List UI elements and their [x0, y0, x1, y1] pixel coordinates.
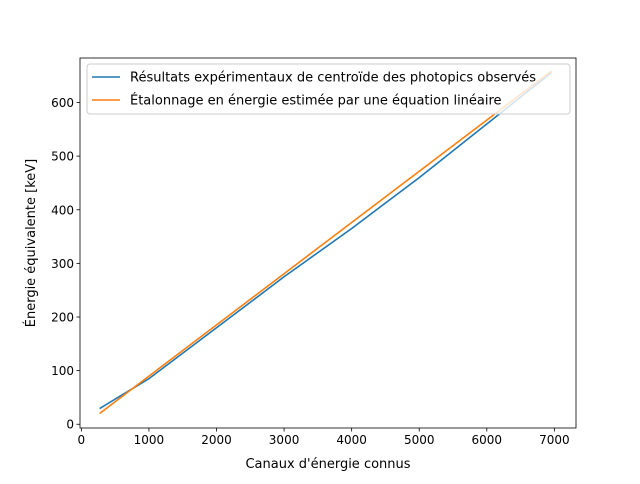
y-tick-label: 300: [51, 257, 74, 271]
legend: Résultats expérimentaux de centroïde des…: [86, 63, 571, 115]
series-line-2: [99, 70, 553, 415]
x-tick-label: 0: [78, 433, 86, 447]
legend-box: [86, 63, 571, 115]
y-tick-label: 500: [51, 150, 74, 164]
x-axis-ticks: 0 1000 2000 3000 4000 5000 6000 7000: [78, 428, 570, 447]
y-tick-label: 200: [51, 311, 74, 325]
x-tick-label: 7000: [539, 433, 570, 447]
axes-frame: [79, 57, 577, 429]
x-tick-label: 2000: [201, 433, 232, 447]
y-axis-ticks: 0 100 200 300 400 500 600: [51, 96, 80, 432]
y-tick-label: 600: [51, 96, 74, 110]
legend-label-1: Résultats expérimentaux de centroïde des…: [130, 71, 536, 86]
y-axis-label: Énergie équivalente [keV]: [23, 159, 39, 328]
x-axis-label: Canaux d'énergie connus: [245, 457, 410, 472]
x-tick-label: 1000: [134, 433, 165, 447]
y-tick-label: 100: [51, 364, 74, 378]
x-tick-label: 6000: [472, 433, 503, 447]
x-tick-label: 4000: [336, 433, 367, 447]
y-tick-label: 0: [66, 418, 74, 432]
legend-label-2: Étalonnage en énergie estimée par une éq…: [130, 93, 502, 109]
plot-area: [99, 70, 553, 415]
y-tick-label: 400: [51, 203, 74, 217]
x-tick-label: 3000: [269, 433, 300, 447]
x-tick-label: 5000: [404, 433, 435, 447]
series-line-1: [99, 71, 553, 410]
